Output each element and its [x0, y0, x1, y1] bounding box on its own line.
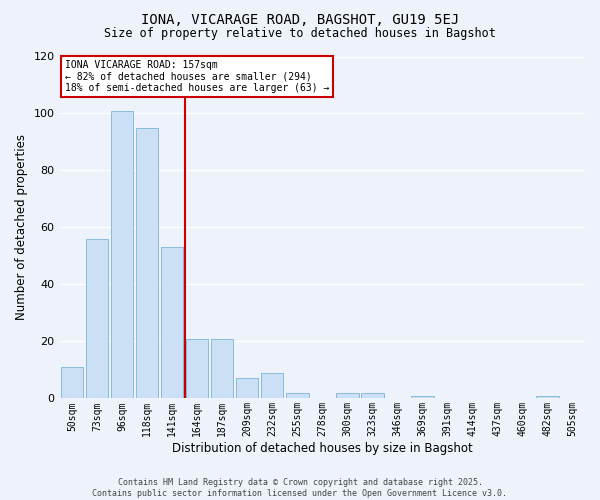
- Bar: [211, 338, 233, 398]
- Text: Size of property relative to detached houses in Bagshot: Size of property relative to detached ho…: [104, 28, 496, 40]
- Text: IONA, VICARAGE ROAD, BAGSHOT, GU19 5EJ: IONA, VICARAGE ROAD, BAGSHOT, GU19 5EJ: [141, 12, 459, 26]
- Bar: [411, 396, 434, 398]
- Bar: [111, 110, 133, 399]
- X-axis label: Distribution of detached houses by size in Bagshot: Distribution of detached houses by size …: [172, 442, 473, 455]
- Bar: [186, 338, 208, 398]
- Bar: [61, 367, 83, 398]
- Text: Contains HM Land Registry data © Crown copyright and database right 2025.
Contai: Contains HM Land Registry data © Crown c…: [92, 478, 508, 498]
- Bar: [86, 239, 109, 398]
- Text: IONA VICARAGE ROAD: 157sqm
← 82% of detached houses are smaller (294)
18% of sem: IONA VICARAGE ROAD: 157sqm ← 82% of deta…: [65, 60, 329, 93]
- Bar: [286, 392, 308, 398]
- Y-axis label: Number of detached properties: Number of detached properties: [15, 134, 28, 320]
- Bar: [261, 373, 283, 398]
- Bar: [536, 396, 559, 398]
- Bar: [136, 128, 158, 398]
- Bar: [236, 378, 259, 398]
- Bar: [336, 392, 359, 398]
- Bar: [161, 248, 184, 398]
- Bar: [361, 392, 383, 398]
